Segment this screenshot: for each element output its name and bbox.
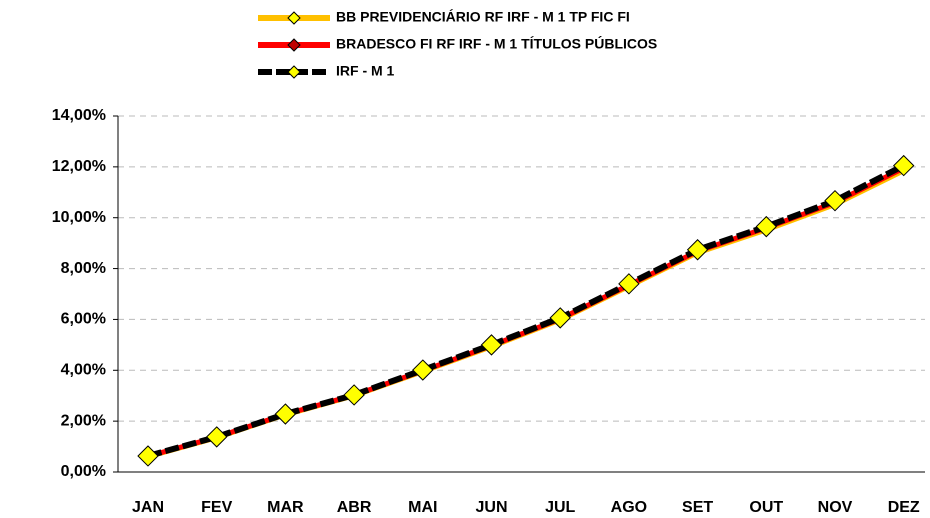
series-line [147, 162, 906, 459]
marker [205, 426, 228, 448]
y-tick-label: 8,00% [61, 260, 106, 277]
x-tick-label: JUL [545, 499, 575, 516]
marker [137, 445, 159, 467]
y-tick-label: 4,00% [61, 362, 106, 379]
x-tick-label: ABR [337, 499, 372, 516]
legend-marker [287, 38, 301, 52]
x-tick-label: MAI [408, 499, 437, 516]
marker [755, 215, 778, 238]
marker [824, 189, 846, 212]
x-tick-label: OUT [749, 499, 783, 516]
marker [549, 307, 571, 329]
marker [480, 334, 503, 356]
marker [412, 359, 434, 381]
x-tick-label: NOV [818, 499, 853, 516]
marker [274, 403, 297, 425]
legend-marker [287, 65, 301, 79]
x-tick-label: JUN [475, 499, 507, 516]
marker [343, 384, 365, 406]
series-line [147, 165, 905, 459]
y-tick-label: 12,00% [52, 158, 106, 175]
y-tick-label: 0,00% [61, 463, 106, 480]
x-tick-label: JAN [132, 499, 164, 516]
marker [686, 239, 709, 261]
series-line [147, 168, 905, 460]
marker [892, 154, 915, 177]
x-tick-label: FEV [201, 499, 232, 516]
legend-marker [287, 11, 301, 25]
y-tick-label: 2,00% [61, 412, 106, 429]
y-tick-label: 10,00% [52, 209, 106, 226]
marker [618, 273, 640, 295]
y-tick-label: 6,00% [61, 311, 106, 328]
legend-label: BB PREVIDENCIÁRIO RF IRF - M 1 TP FIC FI [336, 9, 630, 25]
x-tick-label: SET [682, 499, 713, 516]
legend-label: BRADESCO FI RF IRF - M 1 TÍTULOS PÚBLICO… [336, 35, 657, 52]
y-tick-label: 14,00% [52, 107, 106, 124]
x-tick-label: AGO [611, 499, 647, 516]
x-tick-label: MAR [267, 499, 304, 516]
x-tick-label: DEZ [888, 499, 920, 516]
legend-label: IRF - M 1 [336, 63, 395, 79]
